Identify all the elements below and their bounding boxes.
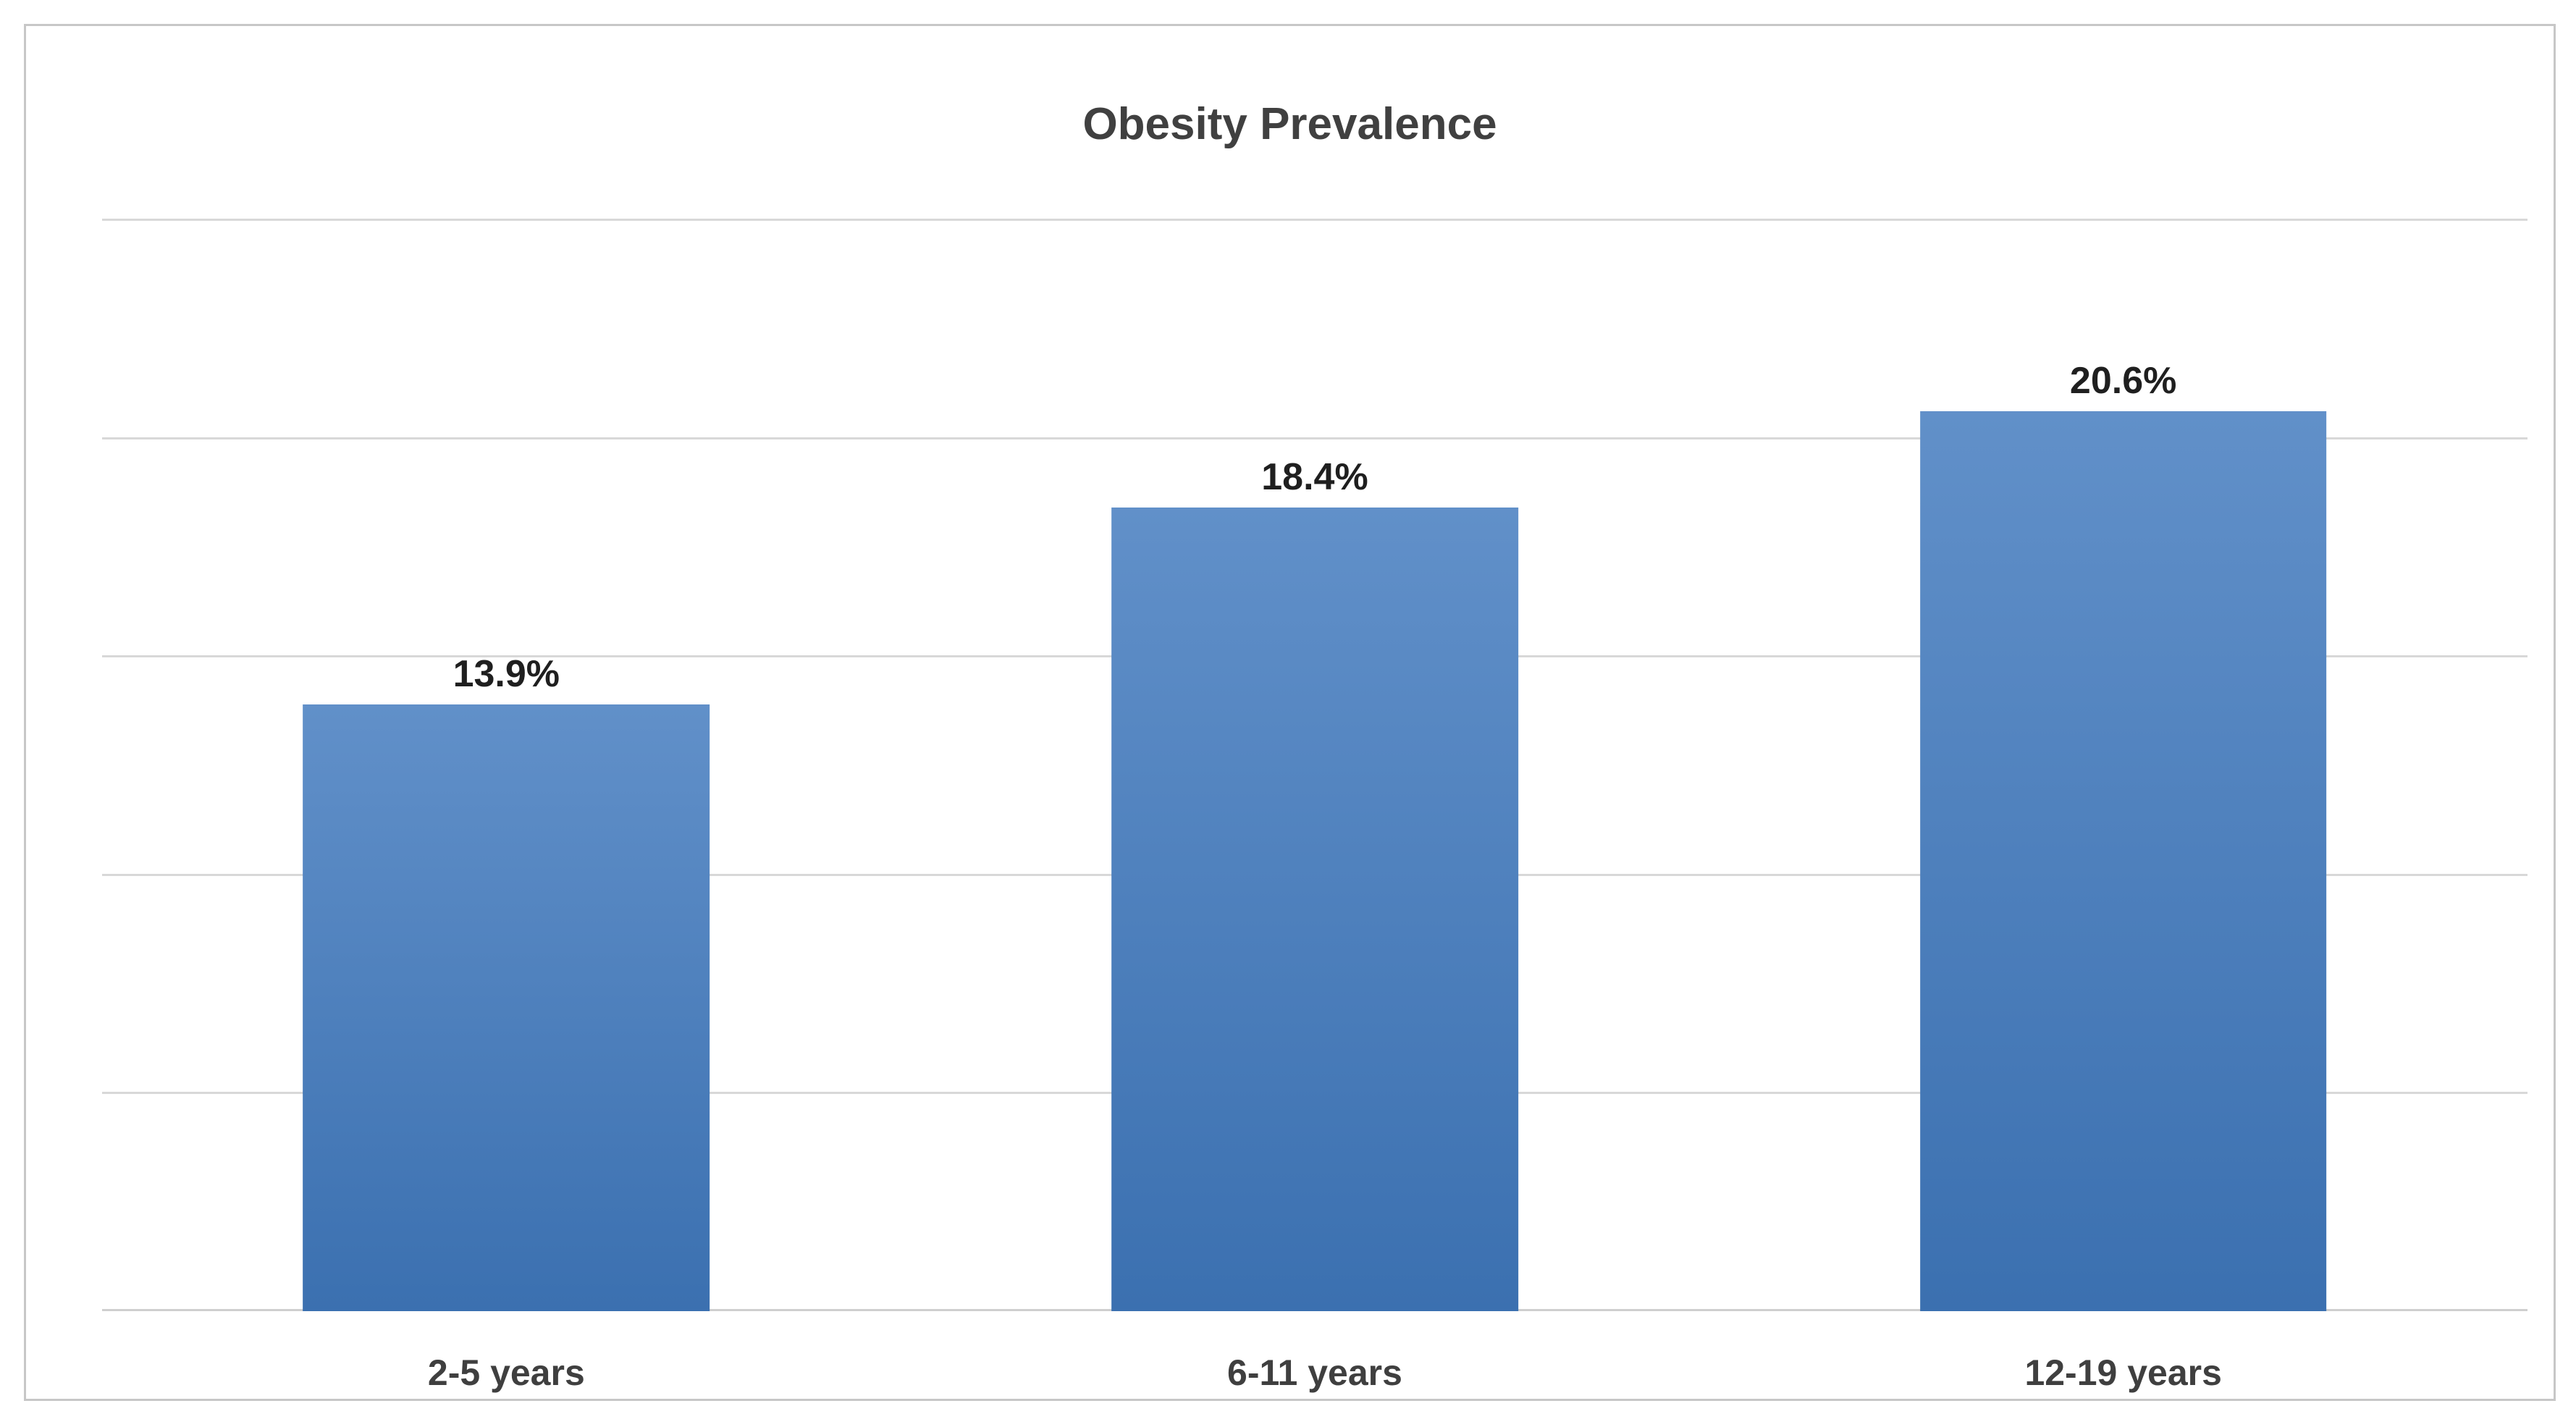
category-slot-2-5-years: 13.9% <box>102 219 911 1311</box>
chart-title: Obesity Prevalence <box>1082 99 1497 149</box>
x-axis-labels: 2-5 years 6-11 years 12-19 years <box>102 1351 2527 1394</box>
bar-2-5-years <box>303 704 710 1311</box>
bar-value-label-2-5-years: 13.9% <box>453 652 560 695</box>
plot-area: 13.9% 18.4% 20.6% <box>102 219 2527 1311</box>
gridline-20 <box>102 437 2527 439</box>
bar-6-11-years <box>1111 508 1518 1311</box>
x-axis-label-2-5-years: 2-5 years <box>427 1352 585 1393</box>
bar-value-label-6-11-years: 18.4% <box>1261 456 1368 499</box>
category-slot-6-11-years: 18.4% <box>911 219 1720 1311</box>
x-axis-label-12-19-years: 12-19 years <box>2024 1352 2222 1393</box>
chart-frame: Obesity Prevalence 13.9% 18.4% 20.6% 2-5 y… <box>24 24 2556 1401</box>
bar-12-19-years <box>1919 411 2327 1311</box>
gridline-25 <box>102 219 2527 221</box>
bar-value-label-12-19-years: 20.6% <box>2069 360 2177 403</box>
x-axis-label-6-11-years: 6-11 years <box>1227 1352 1402 1393</box>
category-slot-12-19-years: 20.6% <box>1719 219 2527 1311</box>
